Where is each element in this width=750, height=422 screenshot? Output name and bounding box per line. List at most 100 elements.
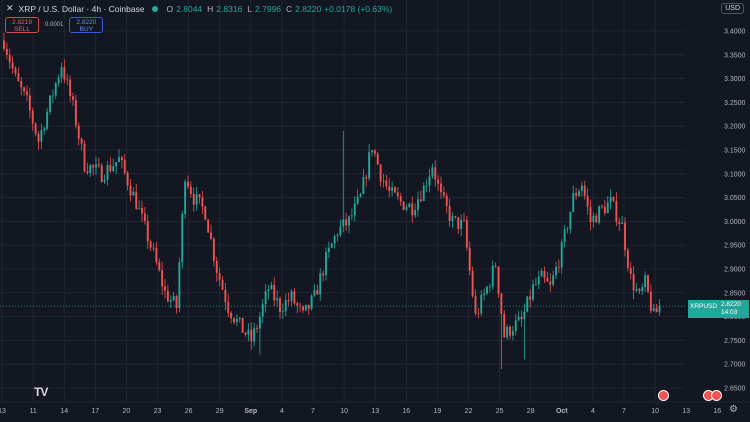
candle-body	[164, 286, 166, 291]
x-tick-label: 16	[402, 408, 410, 415]
candle-body	[172, 296, 175, 300]
candle-body	[5, 48, 8, 55]
x-tick-label: 13	[371, 408, 379, 415]
tradingview-logo[interactable]: TV	[34, 385, 48, 399]
candle-body	[287, 300, 290, 301]
candle-body	[118, 157, 120, 163]
candle-body	[304, 304, 307, 311]
candlestick-series	[3, 32, 661, 369]
candle-body	[155, 248, 158, 263]
candle-body	[549, 281, 552, 285]
candle-body	[371, 150, 373, 153]
candle-body	[451, 216, 454, 222]
price-axis[interactable]: 3.4000 3.3500 3.3000 3.2500 3.2000 3.1500 3.10…	[724, 29, 746, 393]
candle-body	[290, 291, 293, 301]
y-tick-label: 2.7500	[724, 338, 746, 345]
candle-body	[463, 219, 465, 221]
candle-body	[281, 311, 284, 313]
candle-body	[448, 205, 451, 222]
candle-body	[388, 186, 391, 191]
close-icon[interactable]: ✕	[6, 3, 14, 13]
candle-body	[506, 326, 509, 338]
candle-body	[325, 251, 327, 276]
candle-body	[11, 62, 14, 69]
candle-body	[20, 81, 23, 88]
candle-body	[34, 123, 37, 134]
gear-icon[interactable]: ⚙	[729, 404, 738, 415]
candle-body	[187, 181, 189, 187]
candle-body	[296, 303, 299, 306]
candle-body	[632, 274, 635, 291]
candle-body	[526, 296, 529, 312]
candle-body	[100, 165, 103, 182]
candle-body	[31, 110, 34, 124]
symbol-title[interactable]: XRP / U.S. Dollar · 4h · Coinbase	[18, 3, 145, 14]
candle-body	[218, 273, 221, 280]
price-tag-symbol: XRPUSD	[690, 303, 718, 310]
candle-body	[428, 176, 431, 186]
candle-body	[112, 166, 115, 172]
currency-button[interactable]: USD	[721, 3, 744, 14]
candle-body	[520, 316, 523, 320]
candle-body	[348, 216, 350, 226]
candle-body	[483, 293, 486, 296]
spread-value: 0.0001	[45, 22, 64, 28]
candle-body	[422, 185, 425, 201]
candle-body	[500, 293, 503, 314]
candle-body	[207, 219, 210, 233]
candle-body	[442, 192, 445, 196]
sell-label: SELL	[14, 26, 30, 33]
candle-body	[440, 183, 442, 193]
candle-body	[86, 171, 89, 173]
y-tick-label: 3.4000	[724, 29, 746, 36]
candle-body	[210, 232, 212, 239]
candle-body	[256, 328, 258, 330]
us-flag-event-icon[interactable]	[658, 390, 669, 401]
candle-body	[123, 159, 126, 173]
candle-body	[198, 194, 201, 198]
candle-body	[486, 286, 488, 294]
candle-body	[83, 143, 86, 172]
candle-body	[626, 250, 629, 268]
x-tick-label: 22	[465, 408, 473, 415]
x-tick-label: 19	[434, 408, 442, 415]
time-axis[interactable]: 13 11 14 17 20 23 26 29 Sep 4 7 10 13 16 19 22 25 28 Oct 4 7…	[0, 401, 750, 415]
candle-body	[339, 226, 342, 236]
x-tick-label: 14	[60, 408, 68, 415]
x-tick-label: 28	[527, 408, 535, 415]
candle-body	[615, 200, 618, 222]
candle-body	[189, 186, 192, 195]
candle-body	[293, 291, 296, 304]
candle-body	[612, 196, 615, 201]
candle-body	[302, 306, 304, 311]
candle-body	[543, 271, 546, 278]
candle-body	[652, 308, 655, 311]
candle-body	[603, 206, 606, 214]
us-flag-event-icon[interactable]	[711, 390, 722, 401]
x-tick-label: 20	[123, 408, 131, 415]
candle-body	[158, 262, 161, 271]
candle-body	[129, 185, 132, 196]
candle-body	[353, 203, 356, 216]
candle-body	[273, 284, 276, 301]
candle-body	[276, 298, 279, 301]
candle-body	[425, 185, 428, 187]
symbol-legend: ✕ XRP / U.S. Dollar · 4h · Coinbase O 2.8…	[6, 3, 392, 14]
sell-button[interactable]: 2.8219 SELL	[5, 17, 39, 33]
candle-body	[327, 247, 330, 252]
candle-body	[141, 207, 143, 214]
y-tick-label: 2.9500	[724, 243, 746, 250]
buy-button[interactable]: 2.8220 BUY	[69, 17, 104, 33]
candle-body	[580, 185, 583, 192]
candle-body	[491, 265, 494, 287]
open-value: 2.8044	[176, 3, 203, 14]
candle-body	[552, 275, 555, 285]
candle-body	[307, 304, 310, 309]
high-value: 2.8316	[216, 3, 243, 14]
candle-body	[204, 206, 207, 220]
x-tick-label: 25	[496, 408, 504, 415]
candle-body	[391, 187, 394, 191]
candle-body	[46, 111, 49, 129]
candle-body	[14, 68, 17, 74]
